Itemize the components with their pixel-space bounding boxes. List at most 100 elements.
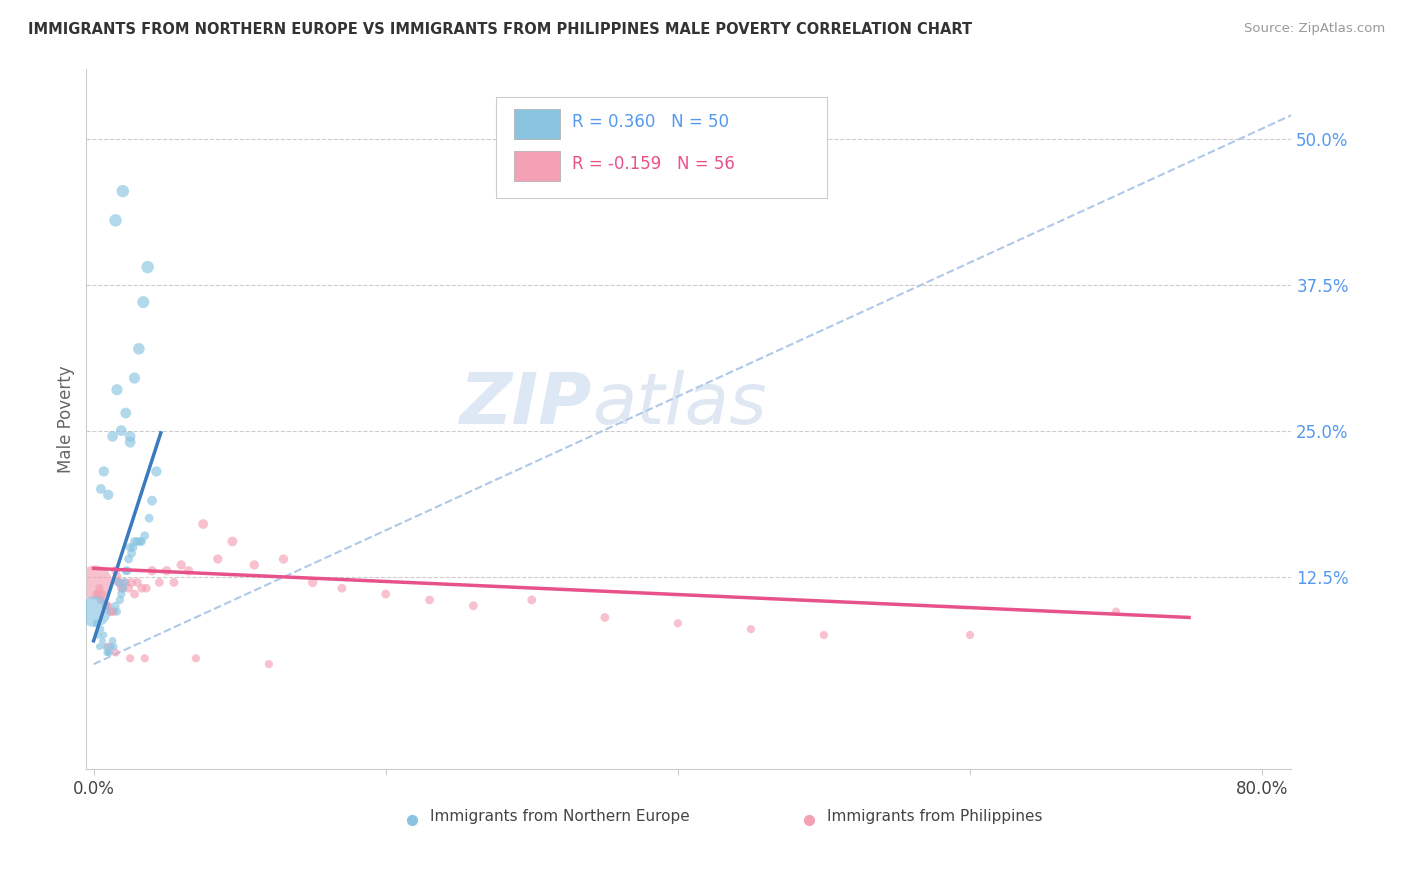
Point: [115, 564, 138, 578]
Point: [122, 541, 145, 555]
Text: R = -0.159   N = 56: R = -0.159 N = 56: [572, 154, 735, 173]
Text: IMMIGRANTS FROM NORTHERN EUROPE VS IMMIGRANTS FROM PHILIPPINES MALE POVERTY CORR: IMMIGRANTS FROM NORTHERN EUROPE VS IMMIG…: [28, 22, 972, 37]
Point: [98, 605, 121, 619]
Point: [103, 640, 125, 654]
Point: [90, 622, 112, 636]
Point: [93, 465, 115, 479]
Point: [110, 581, 132, 595]
Point: [114, 575, 136, 590]
Point: [301, 575, 323, 590]
Point: [110, 424, 132, 438]
Point: [86, 616, 108, 631]
Point: [959, 799, 981, 814]
Point: [98, 645, 121, 659]
Point: [124, 371, 146, 385]
Point: [101, 633, 124, 648]
Point: [110, 587, 132, 601]
Point: [273, 552, 295, 566]
Point: [120, 651, 142, 665]
Point: [114, 406, 136, 420]
Point: [104, 564, 127, 578]
Point: [520, 593, 543, 607]
Point: [121, 575, 143, 590]
Point: [104, 213, 127, 227]
Point: [141, 564, 163, 578]
Point: [170, 558, 193, 572]
Point: [84, 605, 107, 619]
Point: [93, 628, 115, 642]
Point: [108, 575, 131, 590]
Point: [97, 640, 120, 654]
Point: [477, 799, 499, 814]
Point: [141, 493, 163, 508]
Point: [128, 342, 150, 356]
Point: [136, 260, 159, 274]
Text: R = 0.360   N = 50: R = 0.360 N = 50: [572, 112, 728, 130]
Point: [107, 575, 129, 590]
Point: [111, 184, 134, 198]
Point: [330, 581, 353, 595]
Point: [87, 628, 110, 642]
Point: [132, 295, 155, 310]
Point: [257, 657, 280, 672]
Point: [221, 534, 243, 549]
Point: [103, 605, 125, 619]
Text: Immigrants from Northern Europe: Immigrants from Northern Europe: [430, 809, 689, 824]
Point: [127, 575, 149, 590]
Point: [593, 610, 616, 624]
Point: [105, 569, 128, 583]
Point: [107, 575, 129, 590]
Point: [243, 558, 266, 572]
Point: [145, 465, 167, 479]
Point: [96, 645, 118, 659]
Point: [97, 488, 120, 502]
Point: [138, 511, 160, 525]
Point: [127, 534, 149, 549]
Point: [89, 640, 111, 654]
Point: [191, 516, 214, 531]
Point: [100, 640, 122, 654]
Point: [90, 482, 112, 496]
FancyBboxPatch shape: [515, 152, 560, 181]
Point: [97, 645, 120, 659]
FancyBboxPatch shape: [496, 96, 827, 198]
Point: [121, 546, 143, 560]
Point: [120, 429, 142, 443]
Point: [740, 622, 762, 636]
Point: [111, 581, 134, 595]
Point: [374, 587, 396, 601]
Text: Source: ZipAtlas.com: Source: ZipAtlas.com: [1244, 22, 1385, 36]
Point: [97, 599, 120, 613]
Point: [112, 575, 135, 590]
Point: [134, 529, 156, 543]
Text: Immigrants from Philippines: Immigrants from Philippines: [827, 809, 1043, 824]
Point: [90, 593, 112, 607]
Point: [91, 633, 114, 648]
Point: [108, 593, 131, 607]
Point: [129, 534, 152, 549]
Text: atlas: atlas: [592, 370, 768, 440]
Point: [105, 605, 128, 619]
Point: [177, 564, 200, 578]
Point: [813, 628, 835, 642]
Y-axis label: Male Poverty: Male Poverty: [58, 365, 75, 473]
Point: [118, 581, 141, 595]
Point: [959, 628, 981, 642]
Point: [207, 552, 229, 566]
Text: ZIP: ZIP: [460, 370, 592, 440]
Point: [156, 564, 179, 578]
Point: [91, 587, 114, 601]
Point: [124, 587, 146, 601]
Point: [111, 581, 134, 595]
FancyBboxPatch shape: [515, 109, 560, 138]
Point: [131, 581, 153, 595]
Point: [163, 575, 186, 590]
Point: [94, 599, 117, 613]
Point: [124, 534, 146, 549]
Point: [94, 640, 117, 654]
Point: [104, 599, 127, 613]
Point: [134, 651, 156, 665]
Point: [184, 651, 207, 665]
Point: [100, 605, 122, 619]
Point: [104, 645, 127, 659]
